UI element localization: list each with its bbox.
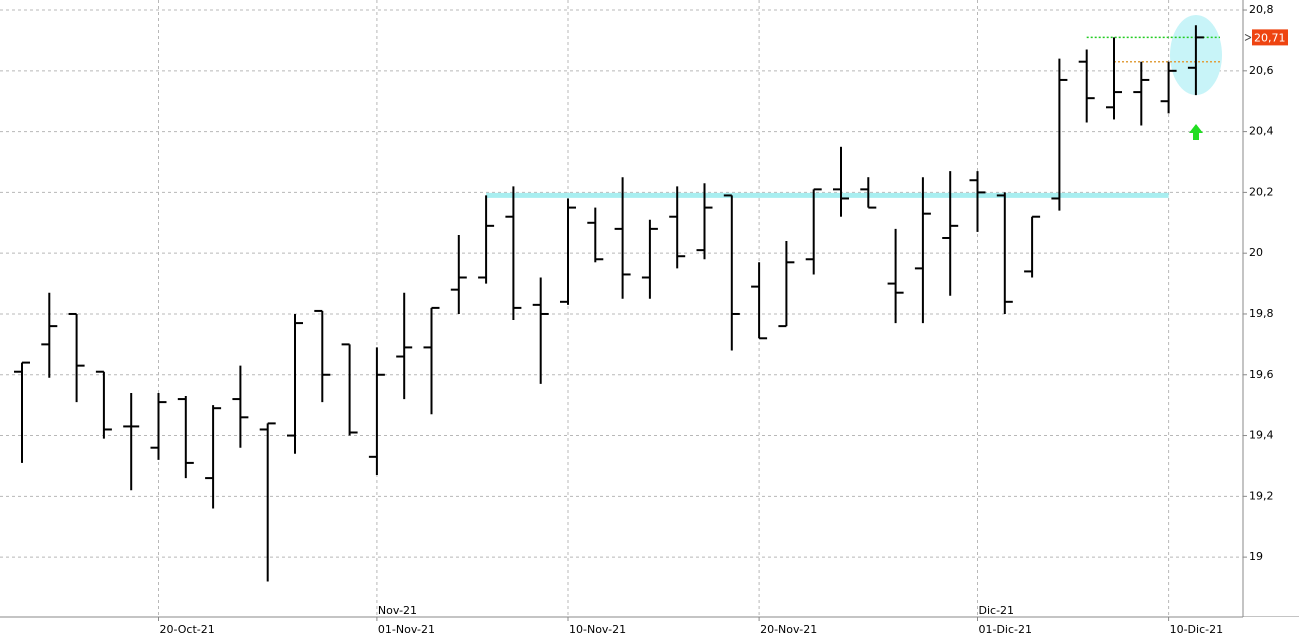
x-tick-label: 20-Oct-21 [160, 623, 215, 636]
y-tick-label: 19,2 [1249, 489, 1274, 502]
y-tick-label: 20,6 [1249, 64, 1274, 77]
month-label: Dic-21 [979, 604, 1015, 617]
y-tick-label: 20 [1249, 246, 1263, 259]
y-tick-label: 19,8 [1249, 307, 1274, 320]
x-tick-label: 01-Nov-21 [378, 623, 435, 636]
x-tick-label: 20-Nov-21 [760, 623, 817, 636]
last-price-pointer [1244, 33, 1252, 41]
y-tick-label: 20,2 [1249, 185, 1274, 198]
last-price-box [1252, 29, 1288, 46]
up-arrow [1189, 124, 1203, 140]
plot-area [0, 0, 1243, 617]
last-price-label: 20,71 [1254, 31, 1286, 44]
month-label: Nov-21 [378, 604, 417, 617]
y-tick-label: 20,8 [1249, 3, 1274, 16]
corner [1243, 617, 1299, 638]
x-tick-label: 10-Nov-21 [569, 623, 626, 636]
x-tick-label: 10-Dic-21 [1170, 623, 1224, 636]
y-tick-label: 20,4 [1249, 125, 1274, 138]
y-tick-label: 19,6 [1249, 368, 1274, 381]
x-tick-label: 01-Dic-21 [979, 623, 1033, 636]
y-tick-label: 19,4 [1249, 429, 1274, 442]
y-tick-label: 19 [1249, 550, 1263, 563]
